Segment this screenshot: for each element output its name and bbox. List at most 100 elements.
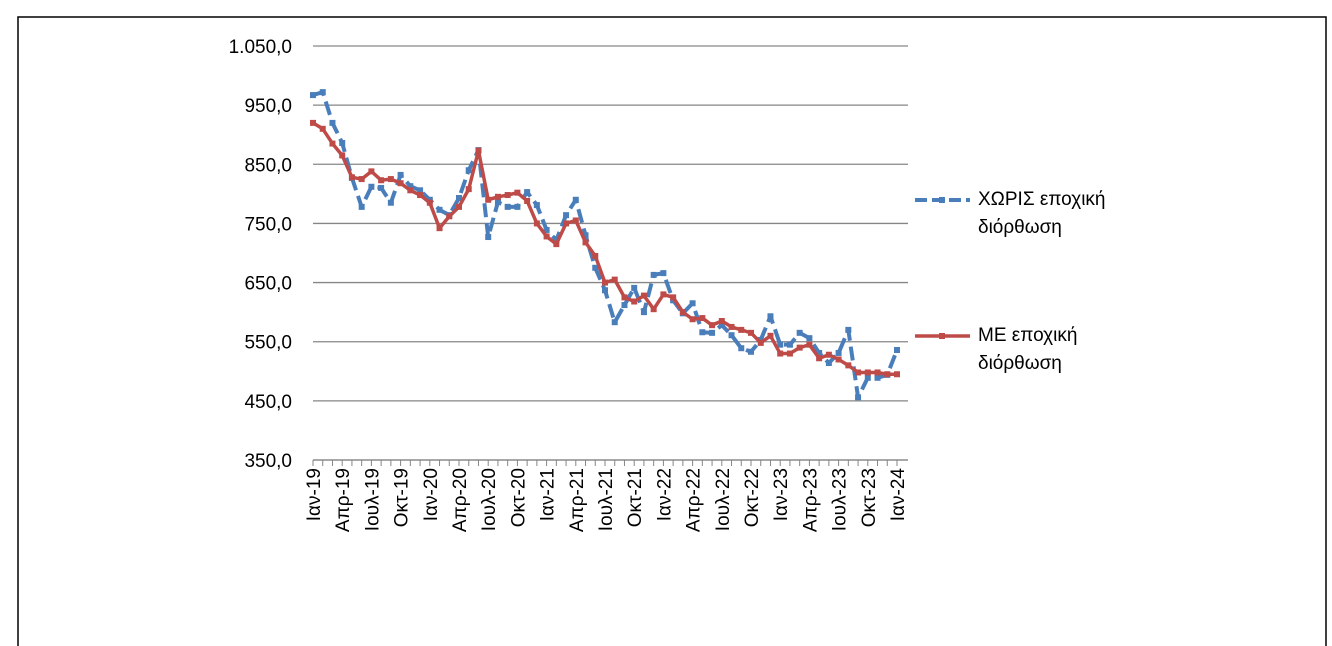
- point-marker: [874, 374, 881, 381]
- x-tick-label: Ιουλ-19: [362, 468, 383, 531]
- point-marker: [640, 292, 647, 299]
- point-marker: [767, 332, 774, 339]
- y-tick-label: 850,0: [244, 155, 292, 176]
- point-marker: [514, 189, 521, 196]
- point-marker: [816, 349, 823, 356]
- point-marker: [845, 326, 852, 333]
- point-marker: [786, 350, 793, 357]
- point-marker: [378, 184, 385, 191]
- point-marker: [718, 322, 725, 329]
- point-marker: [533, 202, 540, 209]
- point-marker: [329, 140, 336, 147]
- point-marker: [563, 212, 570, 219]
- y-tick-label: 950,0: [244, 96, 292, 117]
- point-marker: [738, 326, 745, 333]
- point-marker: [592, 264, 599, 271]
- x-tick-label: Απρ-21: [567, 468, 588, 532]
- point-marker: [825, 360, 832, 367]
- point-marker: [728, 323, 735, 330]
- point-marker: [378, 177, 385, 184]
- point-marker: [777, 350, 784, 357]
- x-tick-label: Οκτ-20: [508, 468, 529, 527]
- point-marker: [767, 313, 774, 320]
- point-marker: [504, 192, 511, 199]
- point-marker: [387, 176, 394, 183]
- point-marker: [660, 291, 667, 298]
- series-line: [312, 90, 899, 400]
- point-marker: [397, 180, 404, 187]
- point-marker: [329, 119, 336, 126]
- x-tick-label: Απρ-19: [333, 468, 354, 532]
- point-marker: [640, 309, 647, 316]
- point-marker: [689, 300, 696, 307]
- point-marker: [417, 192, 424, 199]
- point-marker: [524, 197, 531, 204]
- point-marker: [679, 309, 686, 316]
- y-tick-label: 1.050,0: [229, 37, 292, 58]
- point-marker: [553, 236, 560, 243]
- point-marker: [631, 284, 638, 291]
- point-marker: [456, 194, 462, 201]
- point-marker: [563, 220, 570, 227]
- point-marker: [670, 294, 677, 301]
- point-marker: [348, 174, 355, 181]
- point-marker: [855, 394, 862, 401]
- x-tick-label: Απρ-22: [684, 468, 705, 532]
- point-marker: [553, 241, 560, 248]
- point-marker: [368, 183, 375, 190]
- point-marker: [621, 302, 628, 309]
- point-marker: [718, 318, 725, 325]
- point-marker: [485, 196, 492, 203]
- point-marker: [864, 374, 871, 381]
- y-tick-label: 550,0: [244, 333, 292, 354]
- point-marker: [310, 92, 316, 99]
- point-marker: [387, 199, 394, 206]
- point-marker: [572, 196, 579, 203]
- point-marker: [611, 276, 618, 283]
- point-marker: [757, 339, 764, 346]
- point-marker: [806, 341, 813, 348]
- point-marker: [602, 287, 608, 294]
- point-marker: [572, 217, 579, 224]
- point-marker: [796, 344, 803, 351]
- x-tick-label: Ιουλ-20: [479, 468, 500, 531]
- point-marker: [864, 369, 871, 376]
- x-tick-label: Οκτ-19: [392, 468, 413, 527]
- chart-frame: [17, 16, 1327, 646]
- legend-marker: [939, 197, 945, 203]
- point-marker: [397, 171, 404, 178]
- point-marker: [456, 203, 462, 210]
- point-marker: [407, 183, 414, 190]
- point-marker: [699, 315, 706, 322]
- y-tick-label: 450,0: [244, 392, 292, 413]
- point-marker: [475, 147, 482, 154]
- point-marker: [728, 332, 735, 339]
- point-marker: [494, 193, 501, 200]
- point-marker: [884, 371, 891, 378]
- point-marker: [465, 167, 472, 174]
- point-marker: [358, 203, 365, 210]
- point-marker: [426, 199, 433, 206]
- point-marker: [621, 294, 628, 301]
- y-tick-label: 750,0: [244, 214, 292, 235]
- point-marker: [874, 369, 881, 376]
- point-marker: [825, 351, 832, 358]
- point-marker: [709, 322, 716, 329]
- point-marker: [592, 252, 599, 259]
- x-tick-label: Ιουλ-22: [713, 468, 734, 531]
- point-marker: [339, 152, 346, 159]
- point-marker: [650, 271, 657, 278]
- x-tick-label: Ιαν-23: [771, 468, 792, 521]
- x-tick-label: Οκτ-22: [742, 468, 763, 527]
- point-marker: [786, 341, 793, 348]
- point-marker: [436, 206, 443, 213]
- point-marker: [417, 187, 424, 194]
- y-tick-label: 350,0: [244, 451, 292, 472]
- point-marker: [339, 139, 346, 146]
- y-tick-label: 650,0: [244, 274, 292, 295]
- point-marker: [689, 316, 696, 323]
- point-marker: [310, 119, 316, 126]
- point-marker: [806, 335, 813, 342]
- point-marker: [709, 329, 716, 336]
